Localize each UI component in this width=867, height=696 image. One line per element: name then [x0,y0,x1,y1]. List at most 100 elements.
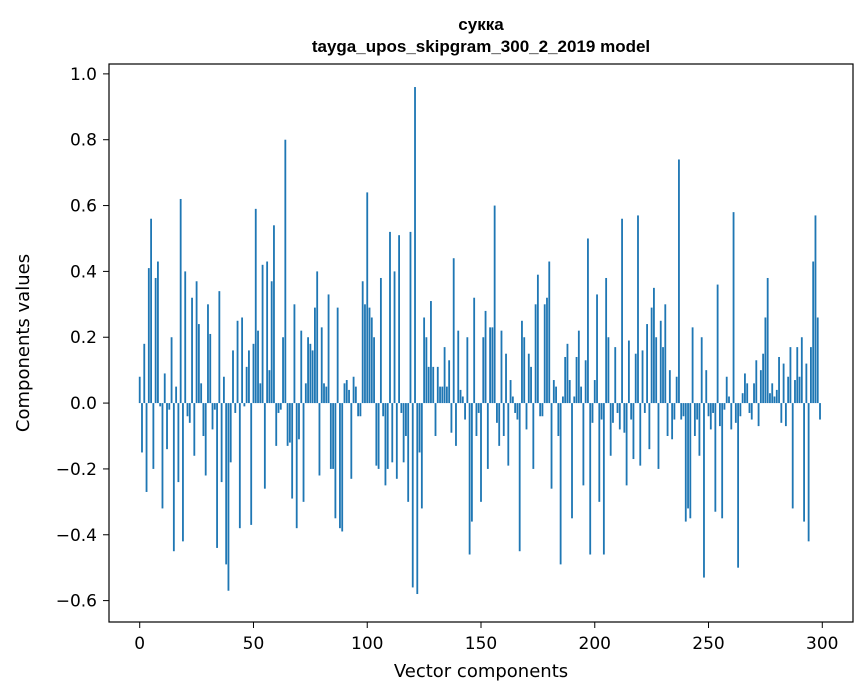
bar [327,294,330,404]
bar [411,403,414,588]
bar [750,403,753,420]
bar [252,343,255,404]
bar [582,403,585,486]
bar [766,277,769,404]
bar [509,380,512,404]
bar [197,324,200,404]
bar [789,347,792,404]
bar [807,403,810,542]
bar [693,403,696,436]
bar [616,403,619,413]
bar [498,403,501,446]
bar [659,320,662,404]
bar [634,353,637,404]
bar [277,403,280,413]
bar [430,301,432,404]
bar [562,396,564,404]
bar [489,327,492,404]
bar [552,380,555,404]
bar [577,330,580,404]
bar [632,403,635,460]
x-tick-label: 0 [134,634,145,654]
bar [225,403,228,565]
bar [639,403,642,466]
bar [705,370,708,404]
bar [671,403,674,440]
bar [273,225,275,404]
bar [764,317,767,404]
bar [263,403,266,489]
bar [418,403,421,453]
bar [507,403,510,466]
bar [664,304,667,404]
bar [796,347,799,404]
bar [816,317,819,404]
bar [368,307,371,404]
bar [716,284,719,404]
bar [718,403,721,427]
bar [580,386,583,404]
bar [461,396,464,404]
bar [238,403,241,529]
bar [527,353,530,404]
bar [266,261,269,404]
bar [309,343,312,404]
bar [678,159,680,404]
bar [227,403,230,591]
bar [725,376,728,404]
bar [778,356,780,404]
bar [373,337,375,404]
bar [662,347,664,404]
bar [243,403,246,407]
bar [700,337,703,404]
bar [241,317,244,404]
bar [784,403,787,427]
bar [491,327,494,404]
bar [209,333,212,404]
bar [468,403,471,555]
bar [759,370,762,404]
bar [748,403,751,413]
bar [812,261,815,404]
bar [202,403,205,436]
bar [279,403,282,410]
bar [650,307,653,404]
bar [466,337,469,404]
bar [457,330,460,404]
bar [689,403,692,519]
bar [168,403,171,410]
bar [516,403,519,420]
bar [641,350,644,404]
bar [182,403,184,542]
y-tick-label: 0.4 [70,262,97,282]
bar [648,403,651,450]
bar [666,403,669,436]
bar [159,403,162,407]
bar [345,380,348,404]
bar [455,403,457,446]
bar [728,396,730,404]
bar [282,337,284,404]
bar [216,403,218,548]
bar [655,337,658,404]
bar [427,366,430,404]
bar [798,376,801,404]
bar [416,403,419,595]
bar [318,403,321,476]
bar [600,403,603,420]
bar [573,396,576,404]
bar [593,380,596,404]
bar [739,403,742,417]
bar [773,396,776,404]
bar [236,320,239,404]
bar [370,317,373,404]
bar [334,403,337,519]
bar [687,403,689,509]
bar [138,376,141,404]
bar [166,403,168,450]
bar [625,403,628,486]
bar [391,403,394,463]
bar [348,389,350,404]
bar [179,198,182,404]
bar [493,205,496,404]
